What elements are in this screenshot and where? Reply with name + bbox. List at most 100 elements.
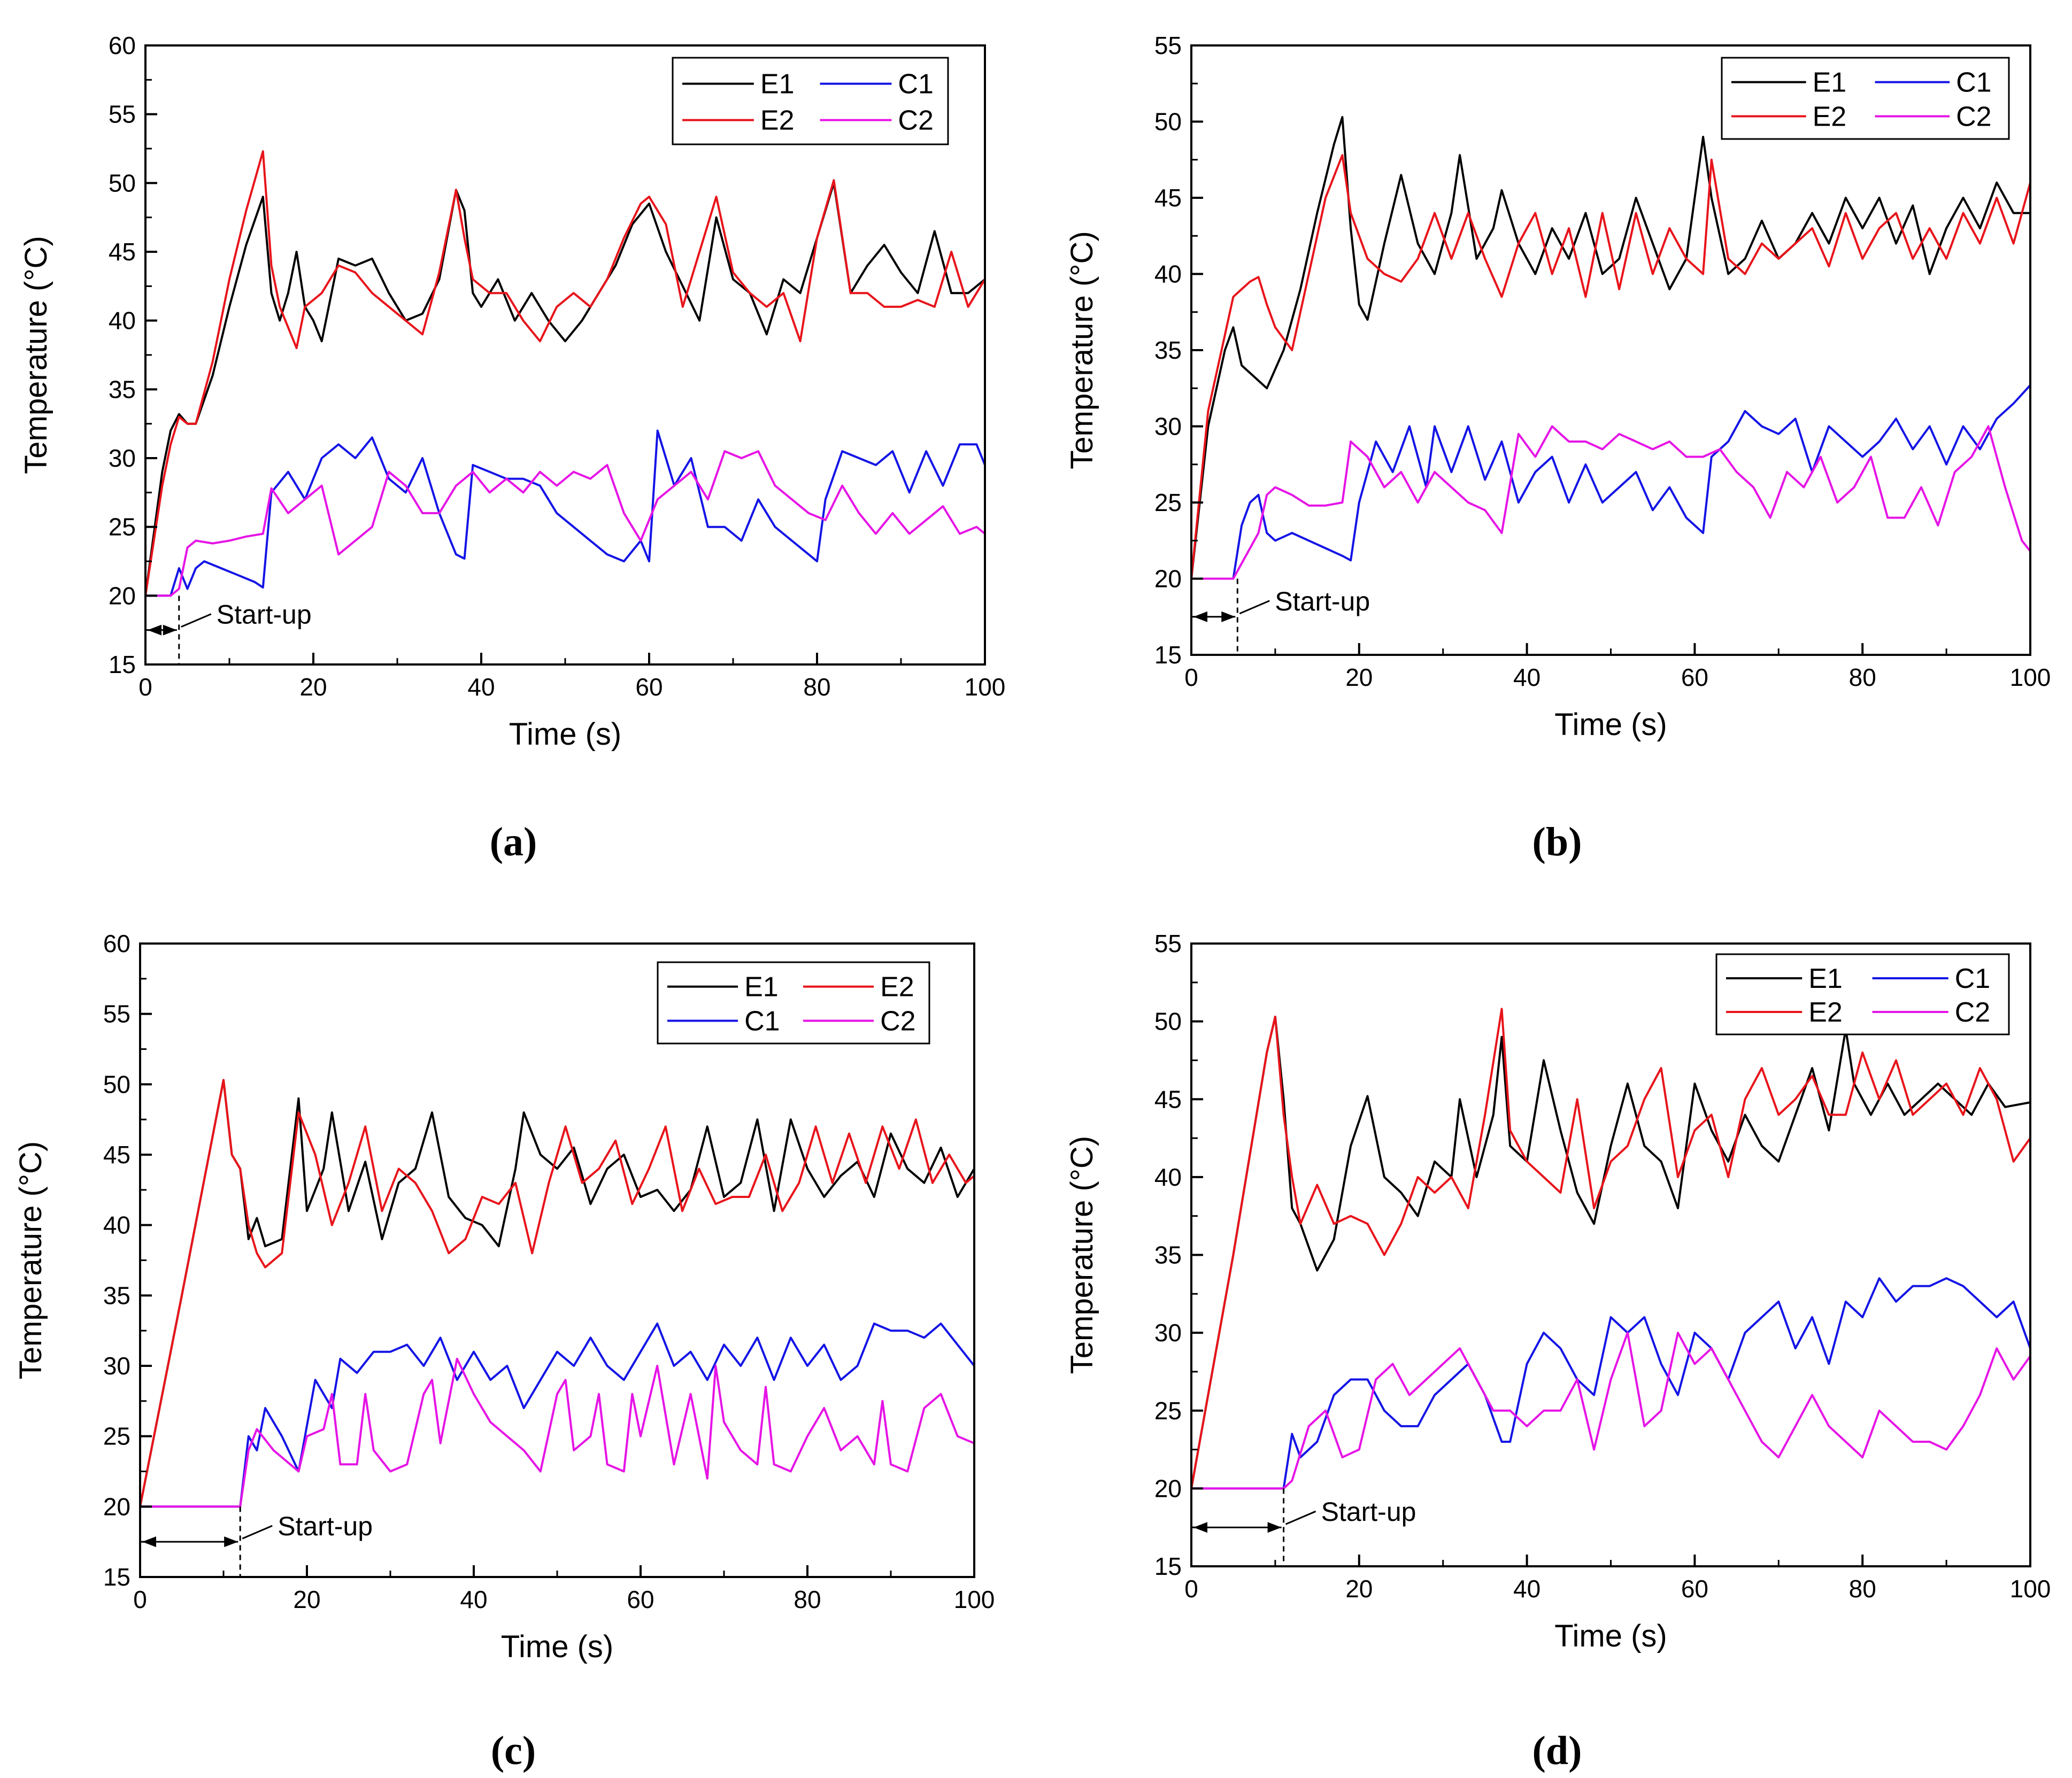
series-group bbox=[145, 150, 985, 597]
y-tick-label: 35 bbox=[1154, 1241, 1182, 1269]
y-tick-label: 45 bbox=[1154, 184, 1182, 212]
y-tick-label: 35 bbox=[1154, 336, 1182, 364]
x-tick-label: 100 bbox=[965, 673, 1006, 701]
y-tick-label: 40 bbox=[1154, 260, 1182, 288]
y-tick-label: 50 bbox=[109, 169, 136, 197]
startup-arrow-left bbox=[1193, 1522, 1207, 1533]
x-tick-label: 80 bbox=[794, 1586, 821, 1613]
x-tick-label: 40 bbox=[460, 1586, 487, 1613]
startup-leader bbox=[181, 613, 212, 628]
startup-arrow-left bbox=[148, 624, 161, 636]
y-tick-label: 25 bbox=[109, 513, 136, 541]
x-tick-label: 20 bbox=[1345, 1575, 1373, 1603]
x-tick-label: 0 bbox=[138, 673, 152, 701]
legend-label-e2: E2 bbox=[880, 972, 914, 1003]
series-line-e1 bbox=[1191, 116, 2030, 579]
panel-b: 0 20 40 60 80 100 15 20 25 30 35 40 45 50 55 Time (s) Te… bbox=[1065, 32, 2051, 864]
startup-leader bbox=[1239, 600, 1270, 615]
startup-label: Start-up bbox=[1321, 1497, 1416, 1527]
x-tick-label: 0 bbox=[1184, 663, 1198, 691]
y-tick-label: 35 bbox=[109, 375, 136, 403]
y-tick-label: 25 bbox=[1154, 489, 1182, 516]
y-tick-label: 40 bbox=[1154, 1163, 1182, 1191]
series-line-c2 bbox=[1191, 1332, 2030, 1490]
series-line-c1 bbox=[1191, 384, 2030, 580]
legend: E1 C1 E2 C2 bbox=[1721, 57, 2010, 140]
y-tick-label: 60 bbox=[109, 32, 136, 59]
series-line-e2 bbox=[145, 150, 985, 596]
legend: E1 C1 E2 C2 bbox=[1715, 953, 2010, 1035]
x-tick-label: 60 bbox=[627, 1586, 654, 1613]
legend-label-c1: C1 bbox=[898, 69, 933, 100]
series-group bbox=[140, 1079, 974, 1508]
legend-label-e1: E1 bbox=[1808, 963, 1843, 994]
y-tick-label: 50 bbox=[103, 1070, 130, 1098]
y-axis-title: Temperature (°C) bbox=[19, 236, 53, 474]
x-axis-title: Time (s) bbox=[1554, 707, 1667, 742]
legend-box bbox=[1721, 57, 2010, 140]
plot-frame bbox=[1190, 942, 2031, 1567]
x-tick-label: 80 bbox=[1849, 1575, 1876, 1603]
legend-box bbox=[672, 57, 949, 145]
x-tick-label: 60 bbox=[635, 673, 663, 701]
panel-c: 0 20 40 60 80 100 15 20 25 30 35 40 45 50 55 60 Time (s)… bbox=[13, 930, 995, 1773]
startup-label: Start-up bbox=[217, 600, 312, 630]
series-line-e1 bbox=[140, 1079, 974, 1507]
x-tick-label: 100 bbox=[2010, 1575, 2051, 1603]
legend-box bbox=[657, 961, 930, 1045]
y-tick-label: 50 bbox=[1154, 1008, 1182, 1035]
x-tick-label: 80 bbox=[803, 673, 830, 701]
series-line-c2 bbox=[1191, 425, 2030, 580]
y-tick-label: 45 bbox=[109, 238, 136, 266]
legend: E1 E2 C1 C2 bbox=[657, 961, 930, 1045]
startup-label: Start-up bbox=[278, 1511, 373, 1541]
y-tick-label: 55 bbox=[109, 101, 136, 128]
legend-label-e2: E2 bbox=[1808, 997, 1843, 1028]
panel-a: 0 20 40 60 80 100 15 20 25 30 35 40 45 50 55 60 Time (s)… bbox=[19, 32, 1005, 864]
legend-label-c1: C1 bbox=[1956, 67, 1991, 98]
x-tick-label: 0 bbox=[133, 1586, 147, 1613]
series-line-e2 bbox=[140, 1079, 974, 1507]
legend-label-e2: E2 bbox=[1813, 101, 1847, 132]
x-tick-label: 60 bbox=[1681, 663, 1708, 691]
legend-label-e1: E1 bbox=[760, 69, 795, 100]
series-line-c2 bbox=[140, 1357, 974, 1508]
startup-arrow-right bbox=[224, 1536, 238, 1548]
legend-label-e2: E2 bbox=[760, 105, 795, 136]
y-tick-label: 20 bbox=[103, 1493, 130, 1520]
series-line-c2 bbox=[145, 450, 985, 597]
y-tick-label: 35 bbox=[103, 1281, 130, 1309]
legend-label-c1: C1 bbox=[1955, 963, 1990, 994]
y-tick-label: 30 bbox=[109, 444, 136, 472]
x-tick-label: 20 bbox=[299, 673, 327, 701]
legend-label-c2: C2 bbox=[898, 105, 933, 136]
y-tick-label: 45 bbox=[103, 1141, 130, 1169]
y-tick-label: 15 bbox=[103, 1563, 130, 1591]
startup-arrow-right bbox=[163, 624, 177, 636]
series-line-e2 bbox=[1191, 154, 2030, 579]
y-tick-label: 30 bbox=[1154, 1319, 1182, 1347]
legend-label-c2: C2 bbox=[880, 1006, 915, 1037]
x-tick-label: 40 bbox=[1513, 663, 1540, 691]
y-tick-label: 40 bbox=[109, 307, 136, 335]
y-tick-label: 55 bbox=[103, 1000, 130, 1028]
panel-label: (c) bbox=[491, 1728, 536, 1773]
y-tick-label: 60 bbox=[103, 930, 130, 957]
y-axis-title: Temperature (°C) bbox=[1065, 231, 1099, 469]
legend-label-c2: C2 bbox=[1956, 101, 1991, 132]
x-tick-label: 100 bbox=[954, 1586, 995, 1613]
x-tick-label: 40 bbox=[467, 673, 495, 701]
y-tick-label: 55 bbox=[1154, 32, 1182, 59]
series-line-e2 bbox=[1191, 1008, 2030, 1489]
y-axis-title: Temperature (°C) bbox=[13, 1141, 48, 1379]
startup-arrow-right bbox=[1267, 1522, 1282, 1533]
panel-label: (a) bbox=[490, 820, 537, 864]
x-tick-label: 0 bbox=[1184, 1575, 1198, 1603]
y-tick-label: 15 bbox=[109, 651, 136, 678]
legend-box bbox=[1715, 953, 2010, 1035]
x-tick-label: 80 bbox=[1849, 663, 1876, 691]
startup-label: Start-up bbox=[1275, 586, 1370, 616]
y-tick-label: 50 bbox=[1154, 108, 1182, 136]
panel-d: 0 20 40 60 80 100 15 20 25 30 35 40 45 50 55 Time (s) Te… bbox=[1065, 930, 2051, 1773]
